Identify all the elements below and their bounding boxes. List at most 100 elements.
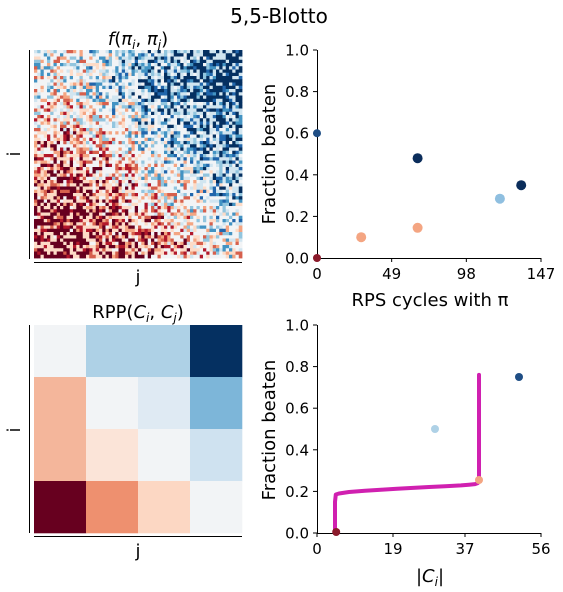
heatmap-f-cell: [222, 170, 227, 174]
heatmap-f-cell: [40, 141, 45, 145]
heatmap-f-cell: [232, 157, 236, 161]
heatmap-f-cell: [134, 79, 139, 83]
heatmap-f-cell: [115, 199, 119, 204]
heatmap-f-cell: [219, 167, 223, 171]
heatmap-f-cell: [66, 219, 71, 223]
heatmap-f-cell: [196, 82, 201, 87]
heatmap-f-cell: [177, 163, 181, 168]
heatmap-f-cell: [47, 154, 51, 158]
heatmap-f-cell: [173, 228, 178, 233]
heatmap-f-cell: [131, 128, 136, 132]
heatmap-f-cell: [118, 105, 123, 109]
heatmap-f-cell: [151, 196, 155, 200]
heatmap-f-cell: [89, 170, 93, 174]
heatmap-f-cell: [167, 238, 171, 243]
heatmap-f-cell: [222, 202, 227, 207]
heatmap-f-cell: [209, 59, 214, 64]
heatmap-f-cell: [196, 238, 201, 243]
heatmap-f-cell: [141, 69, 145, 74]
heatmap-f-cell: [108, 59, 113, 64]
heatmap-f-cell: [157, 163, 162, 168]
heatmap-f-cell: [40, 238, 45, 243]
heatmap-f-cell: [105, 206, 110, 210]
heatmap-f-cell: [92, 76, 97, 80]
heatmap-f-cell: [76, 131, 80, 135]
heatmap-f-cell: [34, 241, 38, 246]
heatmap-f-cell: [141, 189, 145, 194]
heatmap-f-cell: [193, 173, 197, 178]
heatmap-f-cell: [173, 212, 178, 217]
heatmap-f-cell: [212, 160, 217, 165]
heatmap-f-cell: [60, 141, 64, 145]
heatmap-f-cell: [99, 163, 103, 168]
heatmap-f-cell: [121, 238, 126, 243]
heatmap-f-cell: [196, 150, 201, 155]
heatmap-f-cell: [82, 141, 87, 145]
heatmap-f-cell: [203, 85, 207, 90]
heatmap-f-cell: [167, 82, 171, 87]
heatmap-f-cell: [63, 144, 67, 148]
heatmap-f-cell: [128, 128, 132, 132]
heatmap-f-cell: [190, 238, 194, 243]
heatmap-f-cell: [128, 212, 132, 217]
heatmap-f-cell: [53, 102, 58, 106]
heatmap-f-cell: [199, 92, 204, 96]
heatmap-f-cell: [131, 63, 136, 67]
heatmap-f-cell: [92, 95, 97, 100]
heatmap-f-cell: [225, 141, 230, 145]
heatmap-f-cell: [216, 183, 220, 187]
heatmap-f-cell: [173, 108, 178, 113]
heatmap-f-cell: [37, 85, 41, 90]
heatmap-f-cell: [115, 189, 119, 194]
heatmap-f-cell: [151, 238, 155, 243]
heatmap-f-cell: [37, 144, 41, 148]
heatmap-f-cell: [95, 235, 100, 239]
heatmap-f-cell: [196, 137, 201, 142]
heatmap-f-cell: [177, 176, 181, 181]
heatmap-f-cell: [63, 53, 67, 57]
heatmap-f-cell: [128, 209, 132, 213]
heatmap-f-cell: [235, 228, 240, 233]
heatmap-f-cell: [183, 72, 188, 77]
heatmap-f-cell: [66, 215, 71, 220]
heatmap-f-cell: [40, 154, 45, 158]
heatmap-f-cell: [86, 160, 90, 165]
heatmap-f-cell: [186, 180, 191, 184]
heatmap-f-cell: [40, 63, 45, 67]
heatmap-f-cell: [238, 98, 243, 103]
heatmap-f-cell: [147, 209, 152, 213]
heatmap-f-cell: [193, 76, 197, 80]
heatmap-f-cell: [196, 85, 201, 90]
heatmap-f-cell: [157, 212, 162, 217]
heatmap-f-cell: [105, 66, 110, 70]
heatmap-f-cell: [134, 225, 139, 230]
heatmap-f-cell: [203, 248, 207, 252]
heatmap-f-cell: [89, 176, 93, 181]
heatmap-f-cell: [47, 131, 51, 135]
heatmap-f-cell: [66, 124, 71, 129]
heatmap-f-cell: [216, 79, 220, 83]
heatmap-f-cell: [144, 98, 149, 103]
heatmap-f-cell: [196, 147, 201, 152]
heatmap-f-cell: [232, 115, 236, 119]
heatmap-f-cell: [76, 225, 80, 230]
heatmap-f-cell: [63, 199, 67, 204]
heatmap-f-cell: [190, 102, 194, 106]
heatmap-f-cell: [222, 199, 227, 204]
heatmap-f-cell: [164, 160, 168, 165]
heatmap-f-cell: [193, 238, 197, 243]
heatmap-f-cell: [141, 72, 145, 77]
heatmap-f-cell: [216, 186, 220, 191]
heatmap-f-cell: [216, 147, 220, 152]
heatmap-f-cell: [212, 248, 217, 252]
heatmap-f-cell: [209, 105, 214, 109]
heatmap-f-cell: [102, 137, 106, 142]
heatmap-f-cell: [229, 69, 233, 74]
heatmap-f-cell: [190, 154, 194, 158]
heatmap-f-cell: [115, 66, 119, 70]
heatmap-f-cell: [206, 245, 210, 249]
heatmap-f-cell: [225, 144, 230, 148]
heatmap-f-cell: [238, 241, 243, 246]
heatmap-f-cell: [209, 124, 214, 129]
heatmap-f-cell: [50, 131, 54, 135]
